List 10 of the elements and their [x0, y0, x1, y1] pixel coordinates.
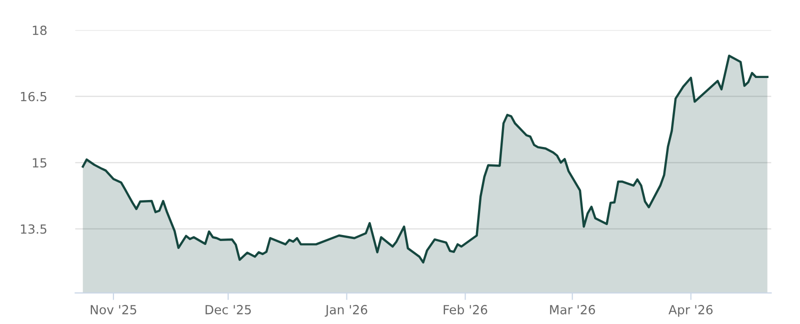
- x-tick-label: Apr '26: [668, 304, 713, 317]
- y-tick-label: 15: [32, 158, 46, 168]
- x-tick-label: Mar '26: [550, 304, 596, 314]
- x-tick-label: Feb '26: [444, 304, 488, 314]
- y-tick-label: 16.5: [20, 92, 46, 102]
- x-tick-label: Jan '26: [324, 304, 368, 317]
- x-tick-label: Nov '25: [90, 304, 136, 314]
- y-tick-label: 13.5: [20, 224, 46, 234]
- y-tick-label: 18: [32, 26, 47, 36]
- x-tick-label: Dec '25: [206, 304, 251, 314]
